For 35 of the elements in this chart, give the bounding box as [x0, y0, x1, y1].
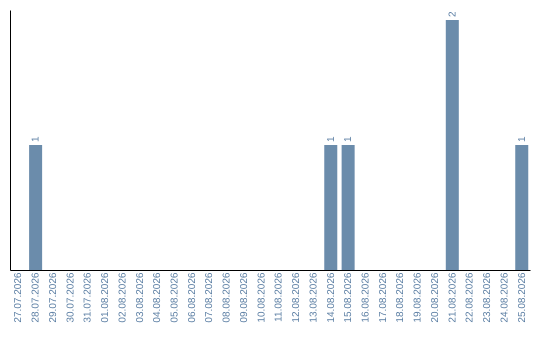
x-tick-label: 01.08.2026	[100, 272, 112, 323]
data-label: 2	[447, 11, 458, 17]
x-tick-label: 10.08.2026	[256, 272, 268, 323]
x-tick-label: 22.08.2026	[464, 272, 476, 323]
x-tick-label: 19.08.2026	[412, 272, 424, 323]
data-label: 1	[343, 136, 354, 142]
x-tick-label: 15.08.2026	[343, 272, 354, 323]
x-tick-label: 23.08.2026	[482, 272, 494, 323]
x-tick-label: 29.07.2026	[48, 272, 59, 323]
x-tick-label: 05.08.2026	[170, 272, 181, 323]
x-tick-label: 17.08.2026	[378, 272, 389, 323]
data-label: 1	[30, 136, 42, 142]
x-tick-label: 08.08.2026	[222, 272, 233, 323]
x-tick-label: 04.08.2026	[152, 272, 164, 323]
x-tick-label: 11.08.2026	[274, 272, 285, 322]
x-tick-label: 27.07.2026	[13, 272, 24, 323]
x-tick-label: 03.08.2026	[134, 272, 146, 323]
x-tick-label: 09.08.2026	[238, 272, 250, 323]
x-tick-label: 21.08.2026	[447, 272, 458, 323]
x-tick-label: 24.08.2026	[499, 272, 510, 323]
x-tick-label: 28.07.2026	[30, 272, 42, 323]
data-label: 1	[516, 136, 528, 142]
x-tick-label: 31.07.2026	[82, 272, 94, 323]
x-tick-label: 14.08.2026	[326, 272, 337, 323]
x-tick-label: 18.08.2026	[395, 272, 406, 323]
x-tick-label: 16.08.2026	[360, 272, 372, 323]
x-tick-label: 02.08.2026	[117, 272, 128, 323]
x-tick-label: 20.08.2026	[430, 272, 441, 323]
x-tick-label: 25.08.2026	[516, 272, 528, 323]
data-label: 1	[326, 136, 337, 142]
x-tick-label: 13.08.2026	[308, 272, 320, 323]
x-tick-label: 12.08.2026	[291, 272, 302, 323]
x-tick-label: 06.08.2026	[186, 272, 198, 323]
x-tick-label: 30.07.2026	[65, 272, 76, 323]
x-tick-label: 07.08.2026	[204, 272, 216, 323]
